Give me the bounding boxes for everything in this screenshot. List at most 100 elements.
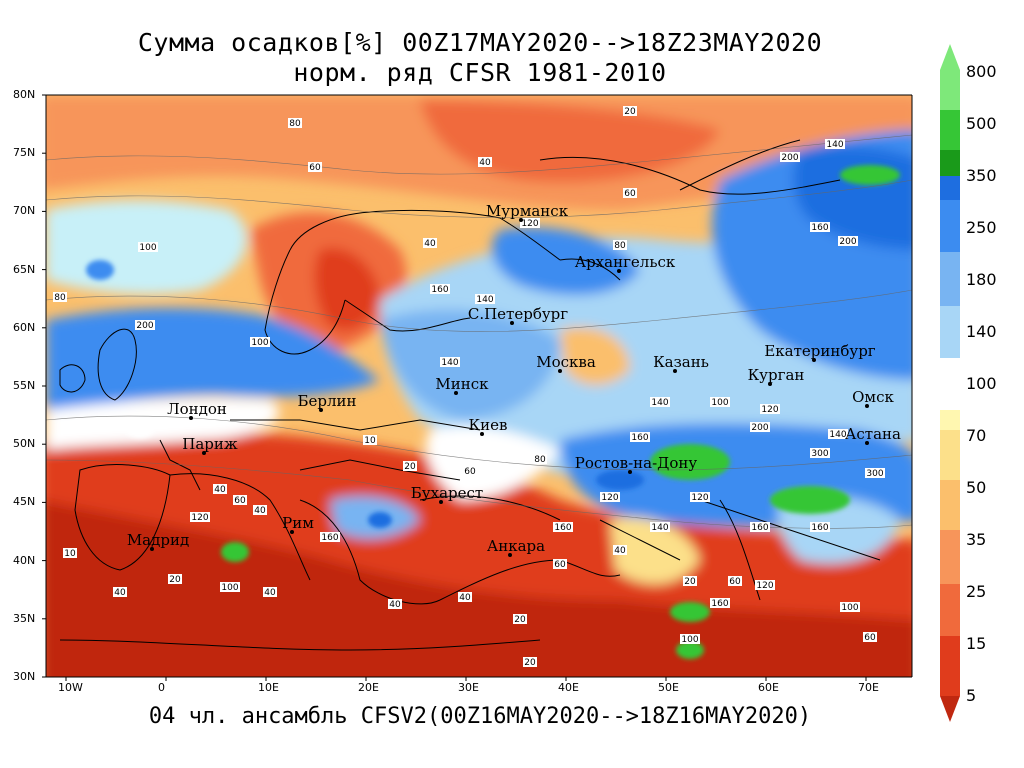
contour-label-bg [755, 580, 775, 590]
city-marker [480, 432, 484, 436]
contour-label: 100 [711, 398, 728, 408]
contour-label-bg [630, 432, 650, 442]
contour-label-bg [308, 162, 322, 172]
lat-label: 55N [13, 379, 36, 392]
contour-label: 20 [404, 462, 416, 472]
contour-label: 60 [729, 577, 741, 587]
contour-label: 200 [136, 321, 153, 331]
contour-label: 40 [254, 506, 266, 516]
colorbar-label: 70 [966, 426, 987, 445]
contour-label-bg [363, 435, 377, 445]
city-label: Астана [845, 425, 901, 443]
contour-label: 80 [534, 455, 546, 465]
contour-label-bg [600, 492, 620, 502]
contour-label: 10 [64, 549, 76, 559]
contour-label: 120 [191, 513, 208, 523]
city-label: Анкара [487, 537, 545, 555]
city-marker [865, 441, 869, 445]
contour-label: 40 [614, 546, 626, 556]
city-marker [768, 382, 772, 386]
city-label: Омск [852, 388, 894, 406]
contour-label-bg [233, 495, 247, 505]
contour-label-bg [440, 357, 460, 367]
contour-label-bg [680, 634, 700, 644]
contour-label-bg [288, 118, 302, 128]
contour-label: 160 [711, 599, 728, 609]
contour-label: 160 [811, 223, 828, 233]
contour-label-bg [825, 139, 845, 149]
contour-label-bg [423, 238, 437, 248]
contour-label-bg [710, 598, 730, 608]
contour-label-bg [533, 454, 547, 464]
city-label: Курган [748, 366, 805, 384]
lat-label: 50N [13, 437, 36, 451]
city-label: Бухарест [411, 484, 483, 502]
lon-label: 10W [58, 681, 83, 694]
contour-label-bg [113, 587, 127, 597]
contour-label-bg [53, 292, 67, 302]
contour-label-bg [863, 632, 877, 642]
contour-label-bg [253, 505, 267, 515]
precip-field [46, 95, 912, 677]
contour-label: 140 [651, 398, 668, 408]
contour-label: 140 [441, 358, 458, 368]
city-marker [290, 530, 294, 534]
contour-label: 40 [424, 239, 436, 249]
lon-label: 40E [558, 681, 579, 694]
contour-label: 40 [114, 588, 126, 598]
contour-label-bg [865, 468, 885, 478]
contour-lines [46, 134, 912, 529]
colorbar-segment [940, 200, 960, 252]
contour-label: 120 [691, 493, 708, 503]
contour-label-bg [135, 320, 155, 330]
contour-label: 120 [761, 405, 778, 415]
contour-label: 60 [234, 496, 246, 506]
city-marker [617, 269, 621, 273]
map-title: Сумма осадков[%] 00Z17MAY2020-->18Z23MAY… [137, 28, 823, 57]
city-label: Екатеринбург [764, 342, 875, 360]
contour-label: 40 [214, 485, 226, 495]
contour-label: 120 [601, 493, 618, 503]
contour-label-bg [250, 337, 270, 347]
contour-label: 20 [684, 577, 696, 587]
city-marker [510, 321, 514, 325]
city-labels: Мурманск Архангельск С.Петербург Москва Каза… [127, 202, 901, 557]
colorbar-segment [940, 70, 960, 110]
city-marker [628, 470, 632, 474]
contour-label-bg [478, 157, 492, 167]
lat-label: 35N [13, 611, 36, 625]
map-subtitle: норм. ряд CFSR 1981-2010 [293, 58, 667, 87]
contour-label-bg [430, 284, 450, 294]
city-marker [673, 369, 677, 373]
colorbar-label: 140 [966, 322, 997, 341]
lon-label: 20E [358, 681, 379, 694]
contour-label-bg [838, 236, 858, 246]
contour-label: 140 [829, 430, 846, 440]
contour-label: 160 [554, 523, 571, 533]
contour-label: 300 [866, 469, 883, 479]
city-marker [150, 547, 154, 551]
colorbar-label: 5 [966, 686, 977, 705]
coastlines [59, 139, 881, 651]
contour-label: 100 [841, 603, 858, 613]
contour-label-bg [650, 397, 670, 407]
contour-label-bg [613, 240, 627, 250]
lon-label: 10E [258, 681, 279, 694]
lon-label: 30E [458, 681, 479, 694]
colorbar-segment [940, 176, 960, 200]
contour-label-bg [63, 548, 77, 558]
city-marker [508, 553, 512, 557]
contour-label: 80 [54, 293, 66, 303]
colorbar-segment [940, 410, 960, 430]
lat-label: 80N [13, 88, 36, 101]
contour-label-bg [458, 592, 472, 602]
contour-label: 140 [826, 140, 843, 150]
contour-label: 20 [524, 658, 536, 668]
contour-label: 100 [221, 583, 238, 593]
contour-label: 140 [651, 523, 668, 533]
lon-label: 0 [158, 681, 165, 694]
contour-label: 20 [624, 107, 636, 117]
colorbar-label: 800 [966, 62, 997, 81]
colorbar-segment [940, 150, 960, 176]
